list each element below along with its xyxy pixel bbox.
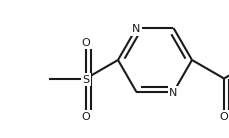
Text: O: O — [219, 112, 227, 121]
Text: N: N — [169, 88, 177, 98]
Text: O: O — [81, 38, 90, 47]
Text: O: O — [81, 112, 90, 121]
Text: S: S — [82, 75, 89, 84]
Text: N: N — [132, 24, 140, 34]
